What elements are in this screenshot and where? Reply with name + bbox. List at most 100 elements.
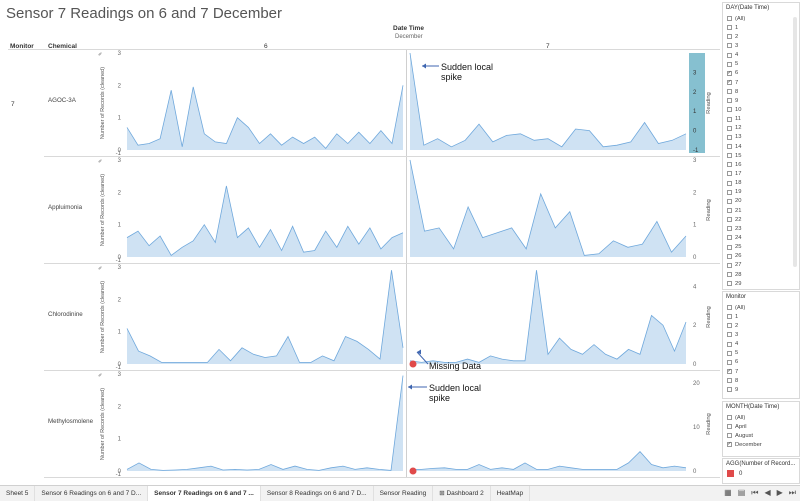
- checkbox-icon[interactable]: [727, 235, 732, 241]
- sheet-tab[interactable]: Sensor 6 Readings on 6 and 7 D...: [35, 486, 149, 501]
- filter-option[interactable]: 3: [723, 41, 799, 50]
- filter-option[interactable]: (All): [723, 303, 799, 312]
- filter-option[interactable]: 6: [723, 358, 799, 367]
- filter-option[interactable]: 8: [723, 376, 799, 385]
- checkbox-icon[interactable]: [727, 424, 732, 430]
- filter-option[interactable]: 13: [723, 133, 799, 142]
- filter-option[interactable]: 17: [723, 169, 799, 178]
- filter-option[interactable]: 18: [723, 179, 799, 188]
- checkbox-icon[interactable]: [727, 162, 732, 168]
- checkbox-icon[interactable]: [727, 314, 732, 320]
- checkbox-icon[interactable]: [727, 208, 732, 214]
- checkbox-icon[interactable]: [727, 171, 732, 177]
- filter-option[interactable]: 22: [723, 215, 799, 224]
- checkbox-icon[interactable]: [727, 323, 732, 329]
- last-sheet-icon[interactable]: ⏭: [788, 488, 796, 497]
- checkbox-icon[interactable]: [727, 387, 732, 393]
- filter-option[interactable]: 12: [723, 124, 799, 133]
- filter-option[interactable]: 5: [723, 349, 799, 358]
- filter-option[interactable]: ✓ December: [723, 440, 799, 449]
- checkbox-icon[interactable]: [727, 226, 732, 232]
- filter-option[interactable]: 16: [723, 160, 799, 169]
- filter-option[interactable]: 15: [723, 151, 799, 160]
- filter-option[interactable]: (All): [723, 14, 799, 23]
- list-view-icon[interactable]: ▤: [737, 488, 746, 497]
- checkbox-icon[interactable]: [727, 305, 732, 311]
- checkbox-icon[interactable]: ✓: [727, 441, 732, 448]
- checkbox-icon[interactable]: [727, 433, 732, 439]
- filter-option[interactable]: 26: [723, 252, 799, 261]
- sheet-tab[interactable]: Sensor 8 Readings on 6 and 7 D...: [261, 486, 374, 501]
- checkbox-icon[interactable]: [727, 25, 732, 31]
- filter-option[interactable]: 2: [723, 32, 799, 41]
- filter-option[interactable]: (All): [723, 413, 799, 422]
- checkbox-icon[interactable]: [727, 52, 732, 58]
- checkbox-icon[interactable]: [727, 281, 732, 287]
- filter-option[interactable]: April: [723, 422, 799, 431]
- filter-option[interactable]: 27: [723, 261, 799, 270]
- filter-option[interactable]: 8: [723, 87, 799, 96]
- checkbox-icon[interactable]: [727, 262, 732, 268]
- filter-option[interactable]: 9: [723, 96, 799, 105]
- checkbox-icon[interactable]: ✓: [727, 368, 732, 375]
- checkbox-icon[interactable]: [727, 341, 732, 347]
- checkbox-icon[interactable]: [727, 107, 732, 113]
- filter-option[interactable]: ✓ 7: [723, 78, 799, 87]
- filter-option[interactable]: 20: [723, 197, 799, 206]
- checkbox-icon[interactable]: ✓: [727, 69, 732, 76]
- first-sheet-icon[interactable]: ⏮: [751, 488, 759, 497]
- sheet-tab[interactable]: Sheet 5: [0, 486, 36, 501]
- filter-option[interactable]: 14: [723, 142, 799, 151]
- sheet-tab[interactable]: ⊞ Dashboard 2: [433, 486, 491, 501]
- checkbox-icon[interactable]: [727, 350, 732, 356]
- checkbox-icon[interactable]: [727, 134, 732, 140]
- sheet-tab[interactable]: Sensor Reading: [374, 486, 434, 501]
- filter-option[interactable]: 1: [723, 312, 799, 321]
- checkbox-icon[interactable]: [727, 34, 732, 40]
- checkbox-icon[interactable]: [727, 125, 732, 131]
- checkbox-icon[interactable]: [727, 198, 732, 204]
- grid-view-icon[interactable]: ▦: [724, 488, 732, 497]
- checkbox-icon[interactable]: [727, 253, 732, 259]
- sheet-tab[interactable]: Sensor 7 Readings on 6 and 7 ...: [148, 486, 261, 501]
- checkbox-icon[interactable]: [727, 61, 732, 67]
- day-filter-scrollbar[interactable]: [793, 17, 797, 267]
- filter-option[interactable]: 11: [723, 115, 799, 124]
- checkbox-icon[interactable]: [727, 378, 732, 384]
- filter-option[interactable]: 21: [723, 206, 799, 215]
- checkbox-icon[interactable]: [727, 43, 732, 49]
- checkbox-icon[interactable]: [727, 16, 732, 22]
- next-sheet-icon[interactable]: ▶: [776, 488, 783, 497]
- filter-option[interactable]: 3: [723, 330, 799, 339]
- checkbox-icon[interactable]: ✓: [727, 79, 732, 86]
- filter-option[interactable]: ✓ 6: [723, 69, 799, 78]
- filter-option[interactable]: 2: [723, 321, 799, 330]
- checkbox-icon[interactable]: [727, 153, 732, 159]
- sheet-tab[interactable]: HeatMap: [491, 486, 531, 501]
- checkbox-icon[interactable]: [727, 98, 732, 104]
- checkbox-icon[interactable]: [727, 415, 732, 421]
- filter-option[interactable]: 10: [723, 105, 799, 114]
- checkbox-icon[interactable]: [727, 272, 732, 277]
- filter-option[interactable]: August: [723, 431, 799, 440]
- filter-option[interactable]: 1: [723, 23, 799, 32]
- filter-option[interactable]: 4: [723, 340, 799, 349]
- checkbox-icon[interactable]: [727, 359, 732, 365]
- filter-option[interactable]: 29: [723, 279, 799, 288]
- checkbox-icon[interactable]: [727, 244, 732, 250]
- prev-sheet-icon[interactable]: ◀: [764, 488, 771, 497]
- filter-option[interactable]: 28: [723, 270, 799, 279]
- checkbox-icon[interactable]: [727, 144, 732, 150]
- filter-option[interactable]: 19: [723, 188, 799, 197]
- filter-option[interactable]: 25: [723, 243, 799, 252]
- checkbox-icon[interactable]: [727, 332, 732, 338]
- filter-option[interactable]: ✓ 7: [723, 367, 799, 376]
- filter-option[interactable]: 5: [723, 60, 799, 69]
- filter-option[interactable]: 4: [723, 51, 799, 60]
- checkbox-icon[interactable]: [727, 180, 732, 186]
- checkbox-icon[interactable]: [727, 116, 732, 122]
- filter-option[interactable]: 23: [723, 224, 799, 233]
- checkbox-icon[interactable]: [727, 89, 732, 95]
- filter-option[interactable]: 9: [723, 385, 799, 394]
- checkbox-icon[interactable]: [727, 217, 732, 223]
